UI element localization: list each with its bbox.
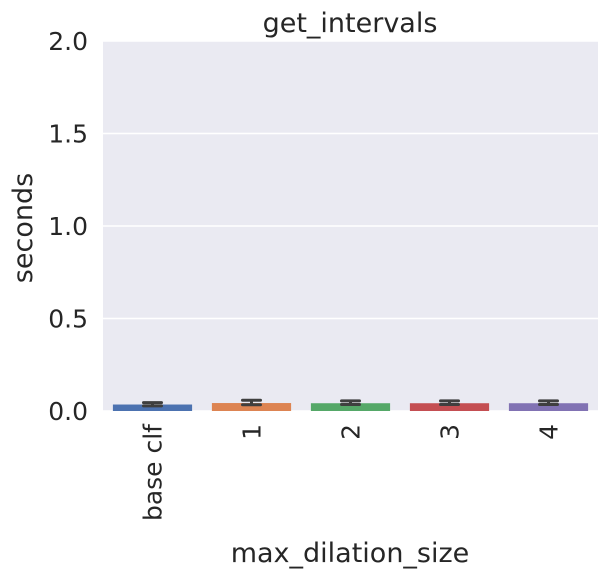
chart-title: get_intervals [263,8,438,39]
y-tick-label: 0.5 [48,305,88,334]
y-tick-label: 2.0 [48,27,88,56]
y-tick-label: 1.0 [48,212,88,241]
x-axis-label: max_dilation_size [231,538,470,569]
error-bars [142,398,559,408]
bar [211,403,292,411]
y-tick-labels: 0.0 0.5 1.0 1.5 2.0 [48,27,88,426]
x-tick-label: base clf [139,423,168,521]
bar [508,403,589,411]
bar [409,403,490,411]
y-tick-label: 1.5 [48,120,88,149]
y-tick-label: 0.0 [48,397,88,426]
y-axis-label: seconds [8,173,39,283]
x-tick-label: 4 [535,424,564,440]
bar [112,404,193,411]
x-tick-label: 3 [436,424,465,440]
x-tick-labels: base clf 1 2 3 4 [139,423,564,521]
x-tick-label: 1 [238,424,267,440]
bar [310,403,391,411]
bars [112,403,589,411]
x-tick-label: 2 [337,424,366,440]
